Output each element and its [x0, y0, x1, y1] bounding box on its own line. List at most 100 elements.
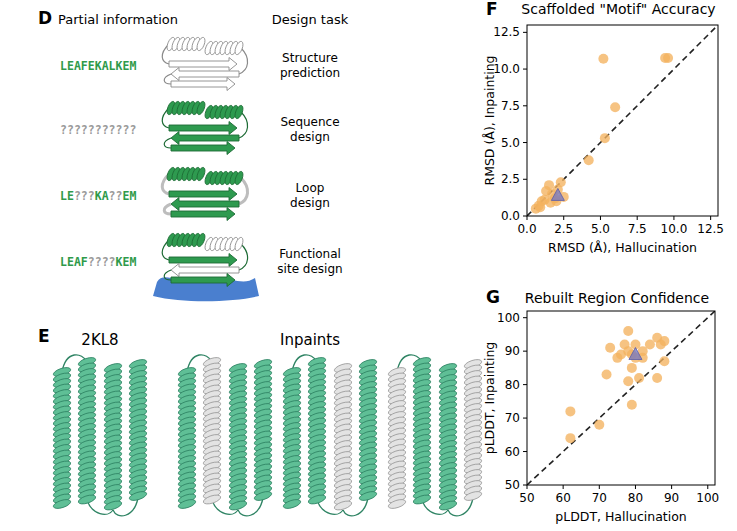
x-tick-label: 90	[664, 491, 679, 505]
helix-coil	[358, 490, 377, 502]
y-tick-label: 10.0	[493, 62, 520, 76]
column-header: Partial information	[58, 12, 178, 27]
scatter-point	[598, 54, 608, 64]
loop	[62, 355, 138, 516]
x-tick	[563, 485, 564, 489]
x-axis-label: RMSD (Å), Hallucination	[548, 240, 697, 255]
scatter-point	[600, 133, 610, 143]
loop	[397, 355, 473, 516]
scatter-point	[659, 336, 669, 346]
x-tick-label: 70	[592, 491, 607, 505]
y-tick	[523, 418, 527, 419]
x-tick	[599, 485, 600, 489]
x-tick	[600, 216, 601, 220]
y-tick	[523, 105, 527, 106]
structure-name: Inpaints	[280, 331, 340, 349]
scatter-point	[663, 53, 673, 63]
y-tick-label: 12.5	[493, 25, 520, 39]
protein-cartoon	[162, 100, 247, 154]
helix-bundle	[177, 355, 272, 516]
y-tick	[523, 317, 527, 318]
scatter-point	[584, 155, 594, 165]
panel-label: F	[486, 0, 498, 19]
helix-coil	[128, 490, 147, 502]
y-tick-label: 2.5	[501, 172, 520, 186]
scatter-point	[652, 373, 662, 383]
chart-title: Scaffolded "Motif" Accuracy	[521, 1, 715, 17]
design-task: Loopdesign	[290, 181, 330, 210]
scatter-point	[535, 202, 545, 212]
scatter-point	[565, 406, 575, 416]
x-tick	[527, 216, 528, 220]
x-tick-label: 12.5	[697, 222, 724, 236]
identity-line	[527, 25, 718, 216]
scatter-point	[565, 433, 575, 443]
protein-cartoon	[162, 166, 247, 220]
y-tick-label: 60	[505, 445, 520, 459]
figure: DPartial informationDesign taskLEAFEKALK…	[0, 0, 737, 531]
scatter-point	[594, 420, 604, 430]
helix-coil	[233, 170, 244, 185]
x-tick-label: 80	[628, 491, 643, 505]
panel-label: D	[38, 8, 52, 28]
panel-label: E	[38, 326, 50, 346]
plot-area	[527, 25, 718, 216]
x-tick	[527, 485, 528, 489]
sequence: LE???KA??EM	[60, 189, 136, 203]
y-tick-label: 80	[505, 378, 520, 392]
strand	[171, 274, 235, 287]
scatter-point	[627, 400, 637, 410]
x-tick-label: 0.0	[517, 222, 536, 236]
scatter-point	[623, 326, 633, 336]
helix-coil	[233, 104, 244, 119]
y-tick-label: 100	[497, 311, 520, 325]
x-tick-label: 5.0	[591, 222, 610, 236]
y-tick-label: 70	[505, 411, 520, 425]
x-tick	[673, 216, 674, 220]
x-tick	[671, 485, 672, 489]
panel-label: G	[486, 287, 500, 307]
y-tick	[523, 216, 527, 217]
protein-cartoon	[162, 36, 247, 90]
plot-area	[527, 311, 715, 485]
helix-coil	[103, 499, 122, 511]
y-tick	[523, 384, 527, 385]
y-tick-label: 0.0	[501, 209, 520, 223]
x-tick-label: 2.5	[554, 222, 573, 236]
x-tick	[710, 216, 711, 220]
protein-cartoon	[153, 232, 259, 301]
x-tick	[635, 485, 636, 489]
x-tick	[707, 485, 708, 489]
x-tick-label: 50	[519, 491, 534, 505]
y-tick	[523, 485, 527, 486]
y-tick	[523, 142, 527, 143]
strand	[171, 142, 235, 155]
x-tick	[563, 216, 564, 220]
helix-coil	[438, 499, 457, 511]
x-tick-label: 7.5	[628, 222, 647, 236]
design-task: Functionalsite design	[277, 247, 342, 276]
sequence: LEAF????KEM	[60, 255, 136, 269]
helix-coil	[77, 493, 96, 505]
strand	[171, 208, 235, 221]
y-tick-label: 90	[505, 344, 520, 358]
sequence: ???????????	[60, 123, 136, 137]
y-tick-label: 50	[505, 478, 520, 492]
plot-frame	[527, 25, 718, 216]
x-tick-label: 100	[696, 491, 719, 505]
y-tick-label: 5.0	[501, 136, 520, 150]
structure-name: 2KL8	[81, 331, 118, 349]
y-tick	[523, 179, 527, 180]
identity-line	[527, 311, 715, 485]
y-tick	[523, 351, 527, 352]
scatter-point	[610, 102, 620, 112]
scatter-point	[605, 343, 615, 353]
helix-coil	[412, 493, 431, 505]
helix-coil	[253, 490, 272, 502]
design-task: Structureprediction	[280, 51, 340, 80]
helix-coil	[307, 493, 326, 505]
plot-frame	[527, 311, 715, 485]
x-tick	[637, 216, 638, 220]
scatter-point	[602, 370, 612, 380]
y-axis-label: pLDDT, Inpainting	[482, 342, 497, 455]
